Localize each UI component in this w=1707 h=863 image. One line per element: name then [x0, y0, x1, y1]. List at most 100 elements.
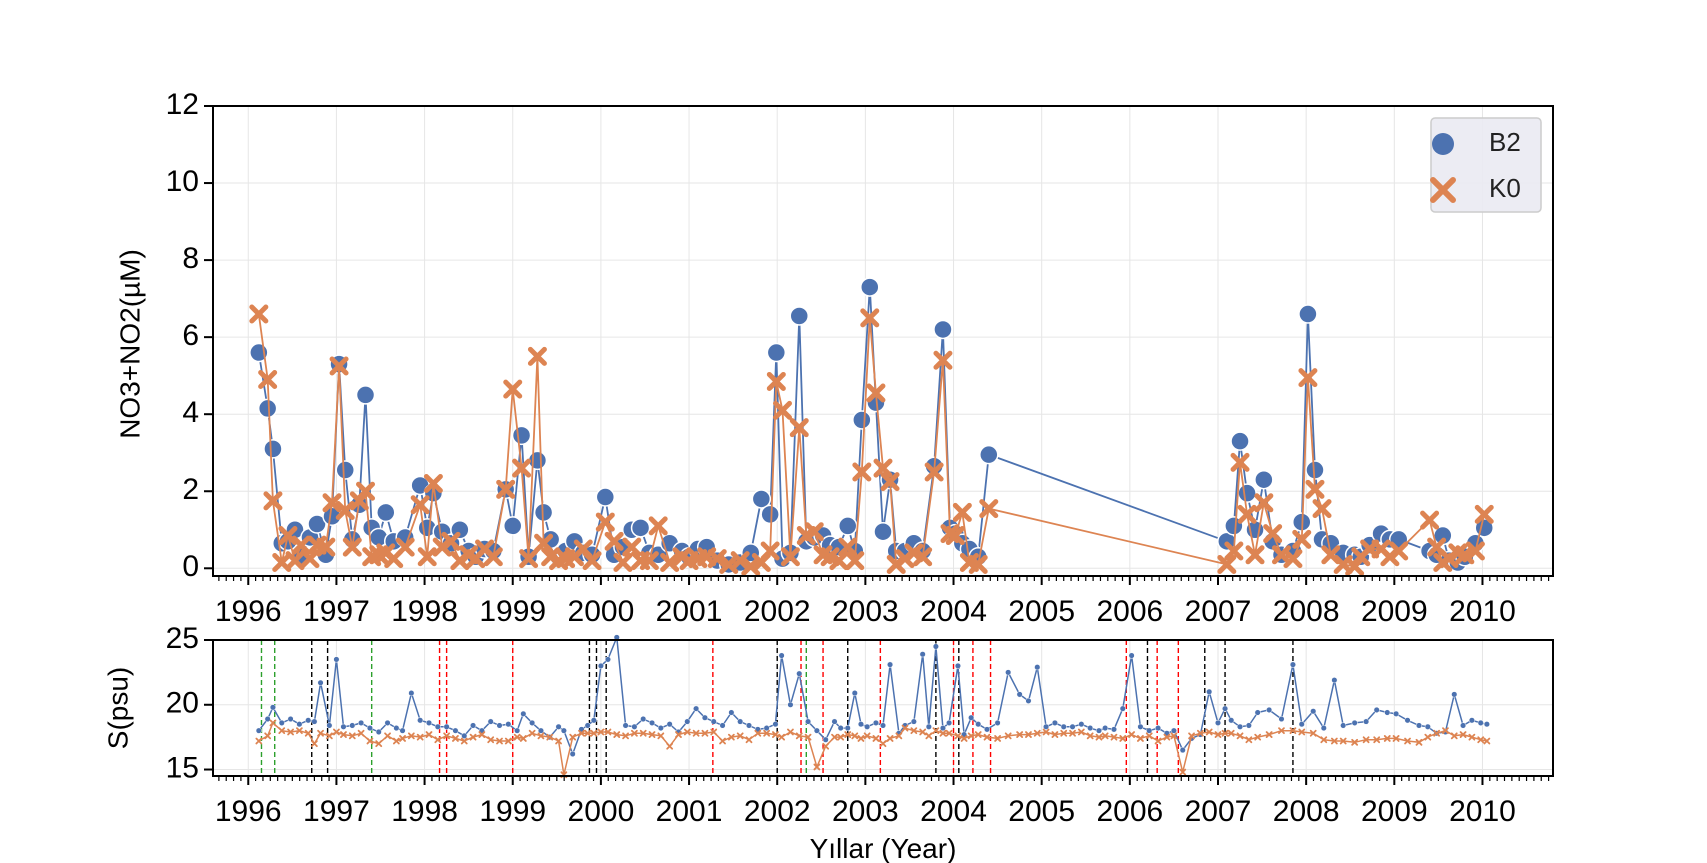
- b2-salinity-point-131: [1363, 719, 1369, 725]
- salinity-y-axis-title: S(psu): [102, 667, 133, 749]
- b2-salinity-point-17: [394, 725, 400, 731]
- b2-salinity-point-15: [376, 729, 382, 735]
- nitrate-xtick-label-1: 1997: [303, 595, 370, 628]
- b2-salinity-point-11: [341, 724, 347, 730]
- nitrate-ytick-label-3: 6: [182, 319, 199, 352]
- b2-salinity-point-92: [1005, 670, 1011, 676]
- b2-salinity-point-97: [1052, 720, 1058, 726]
- b2-salinity-point-83: [933, 644, 939, 650]
- b2-salinity-point-103: [1102, 725, 1108, 731]
- b2-salinity-point-38: [570, 751, 576, 757]
- salinity-xtick-label-13: 2009: [1361, 795, 1428, 828]
- b2-salinity-point-18: [400, 728, 406, 734]
- b2-salinity-point-47: [640, 716, 646, 722]
- b2-salinity-point-123: [1279, 716, 1285, 722]
- b2-nitrate-point-2: [264, 440, 282, 458]
- b2-salinity-point-57: [729, 710, 735, 716]
- b2-salinity-point-130: [1352, 720, 1358, 726]
- b2-salinity-point-122: [1266, 707, 1272, 713]
- b2-salinity-point-46: [632, 724, 638, 730]
- nitrate-xtick-label-13: 2009: [1361, 595, 1428, 628]
- b2-salinity-point-21: [426, 720, 432, 726]
- b2-salinity-point-107: [1138, 724, 1144, 730]
- b2-salinity-point-55: [711, 719, 717, 725]
- b2-salinity-point-58: [737, 719, 743, 725]
- b2-salinity-point-95: [1034, 664, 1040, 670]
- b2-salinity-point-30: [506, 721, 512, 727]
- b2-legend-marker-icon: [1432, 133, 1454, 155]
- b2-salinity-point-75: [873, 720, 879, 726]
- b2-salinity-point-112: [1180, 747, 1186, 753]
- b2-salinity-point-134: [1393, 711, 1399, 717]
- b2-salinity-point-100: [1079, 721, 1085, 727]
- b2-nitrate-point-35: [528, 451, 546, 469]
- nitrate-chart-panel: 024681012 1996 1997 1998 1999 2000 2001 2002 20…: [114, 88, 1553, 628]
- b2-salinity-point-86: [955, 663, 961, 669]
- salinity-xtick-label-7: 2003: [832, 795, 899, 828]
- b2-salinity-point-67: [814, 728, 820, 734]
- b2-nitrate-point-18: [377, 503, 395, 521]
- b2-salinity-point-132: [1374, 707, 1380, 713]
- salinity-ytick-label-2: 25: [166, 622, 199, 655]
- b2-salinity-point-14: [367, 725, 373, 731]
- b2-salinity-point-2: [270, 705, 276, 711]
- b2-nitrate-point-43: [596, 488, 614, 506]
- b2-salinity-point-72: [852, 690, 858, 696]
- nitrate-xtick-label-5: 2001: [656, 595, 723, 628]
- b2-salinity-point-3: [279, 720, 285, 726]
- b2-salinity-point-6: [305, 718, 311, 724]
- nitrate-xtick-label-8: 2004: [920, 595, 987, 628]
- b2-salinity-point-41: [591, 718, 597, 724]
- b2-salinity-point-109: [1155, 725, 1161, 731]
- b2-nitrate-point-82: [934, 320, 952, 338]
- salinity-xtick-label-0: 1996: [215, 795, 282, 828]
- b2-salinity-point-5: [297, 721, 303, 727]
- b2-nitrate-point-91: [1231, 432, 1249, 450]
- b2-salinity-point-65: [796, 671, 802, 677]
- b2-salinity-point-141: [1460, 723, 1466, 729]
- b2-nitrate-point-92: [1238, 484, 1256, 502]
- b2-salinity-point-90: [984, 727, 990, 733]
- b2-salinity-point-88: [968, 715, 974, 721]
- b2-salinity-point-68: [823, 737, 829, 743]
- b2-salinity-point-127: [1321, 725, 1327, 731]
- salinity-xtick-label-8: 2004: [920, 795, 987, 828]
- b2-salinity-point-126: [1310, 708, 1316, 714]
- b2-salinity-point-54: [702, 715, 708, 721]
- b2-salinity-point-20: [417, 718, 423, 724]
- salinity-xtick-label-12: 2008: [1273, 795, 1340, 828]
- salinity-xtick-label-3: 1999: [479, 795, 546, 828]
- b2-nitrate-point-47: [632, 519, 650, 537]
- b2-salinity-point-53: [693, 706, 699, 712]
- nitrate-ytick-label-2: 4: [182, 396, 199, 429]
- b2-nitrate-point-64: [790, 307, 808, 325]
- b2-nitrate-point-15: [357, 386, 375, 404]
- b2-salinity-point-64: [788, 702, 794, 708]
- b2-legend-label: B2: [1489, 127, 1521, 157]
- b2-salinity-point-80: [911, 719, 917, 725]
- b2-salinity-point-16: [385, 720, 391, 726]
- nitrate-xtick-label-6: 2002: [744, 595, 811, 628]
- b2-salinity-point-12: [349, 723, 355, 729]
- b2-salinity-point-102: [1096, 728, 1102, 734]
- b2-nitrate-point-75: [874, 523, 892, 541]
- b2-salinity-point-62: [773, 721, 779, 727]
- b2-salinity-point-124: [1290, 662, 1296, 668]
- nitrate-xtick-label-7: 2003: [832, 595, 899, 628]
- nitrate-y-axis: 024681012: [166, 88, 213, 583]
- salinity-xtick-label-9: 2005: [1008, 795, 1075, 828]
- nitrate-ytick-label-4: 8: [182, 242, 199, 275]
- b2-salinity-point-136: [1416, 723, 1422, 729]
- b2-salinity-point-69: [832, 719, 838, 725]
- b2-salinity-point-0: [256, 728, 262, 734]
- b2-salinity-point-13: [358, 720, 364, 726]
- b2-salinity-point-36: [556, 724, 562, 730]
- b2-salinity-point-77: [887, 662, 893, 668]
- b2-salinity-point-32: [521, 711, 527, 717]
- b2-salinity-point-117: [1222, 706, 1228, 712]
- b2-salinity-point-61: [764, 725, 770, 731]
- b2-nitrate-point-88: [980, 446, 998, 464]
- b2-nitrate-point-33: [513, 426, 531, 444]
- salinity-x-axis: 1996 1997 1998 1999 2000 2001 2002 2003 2004 2005…: [215, 776, 1549, 828]
